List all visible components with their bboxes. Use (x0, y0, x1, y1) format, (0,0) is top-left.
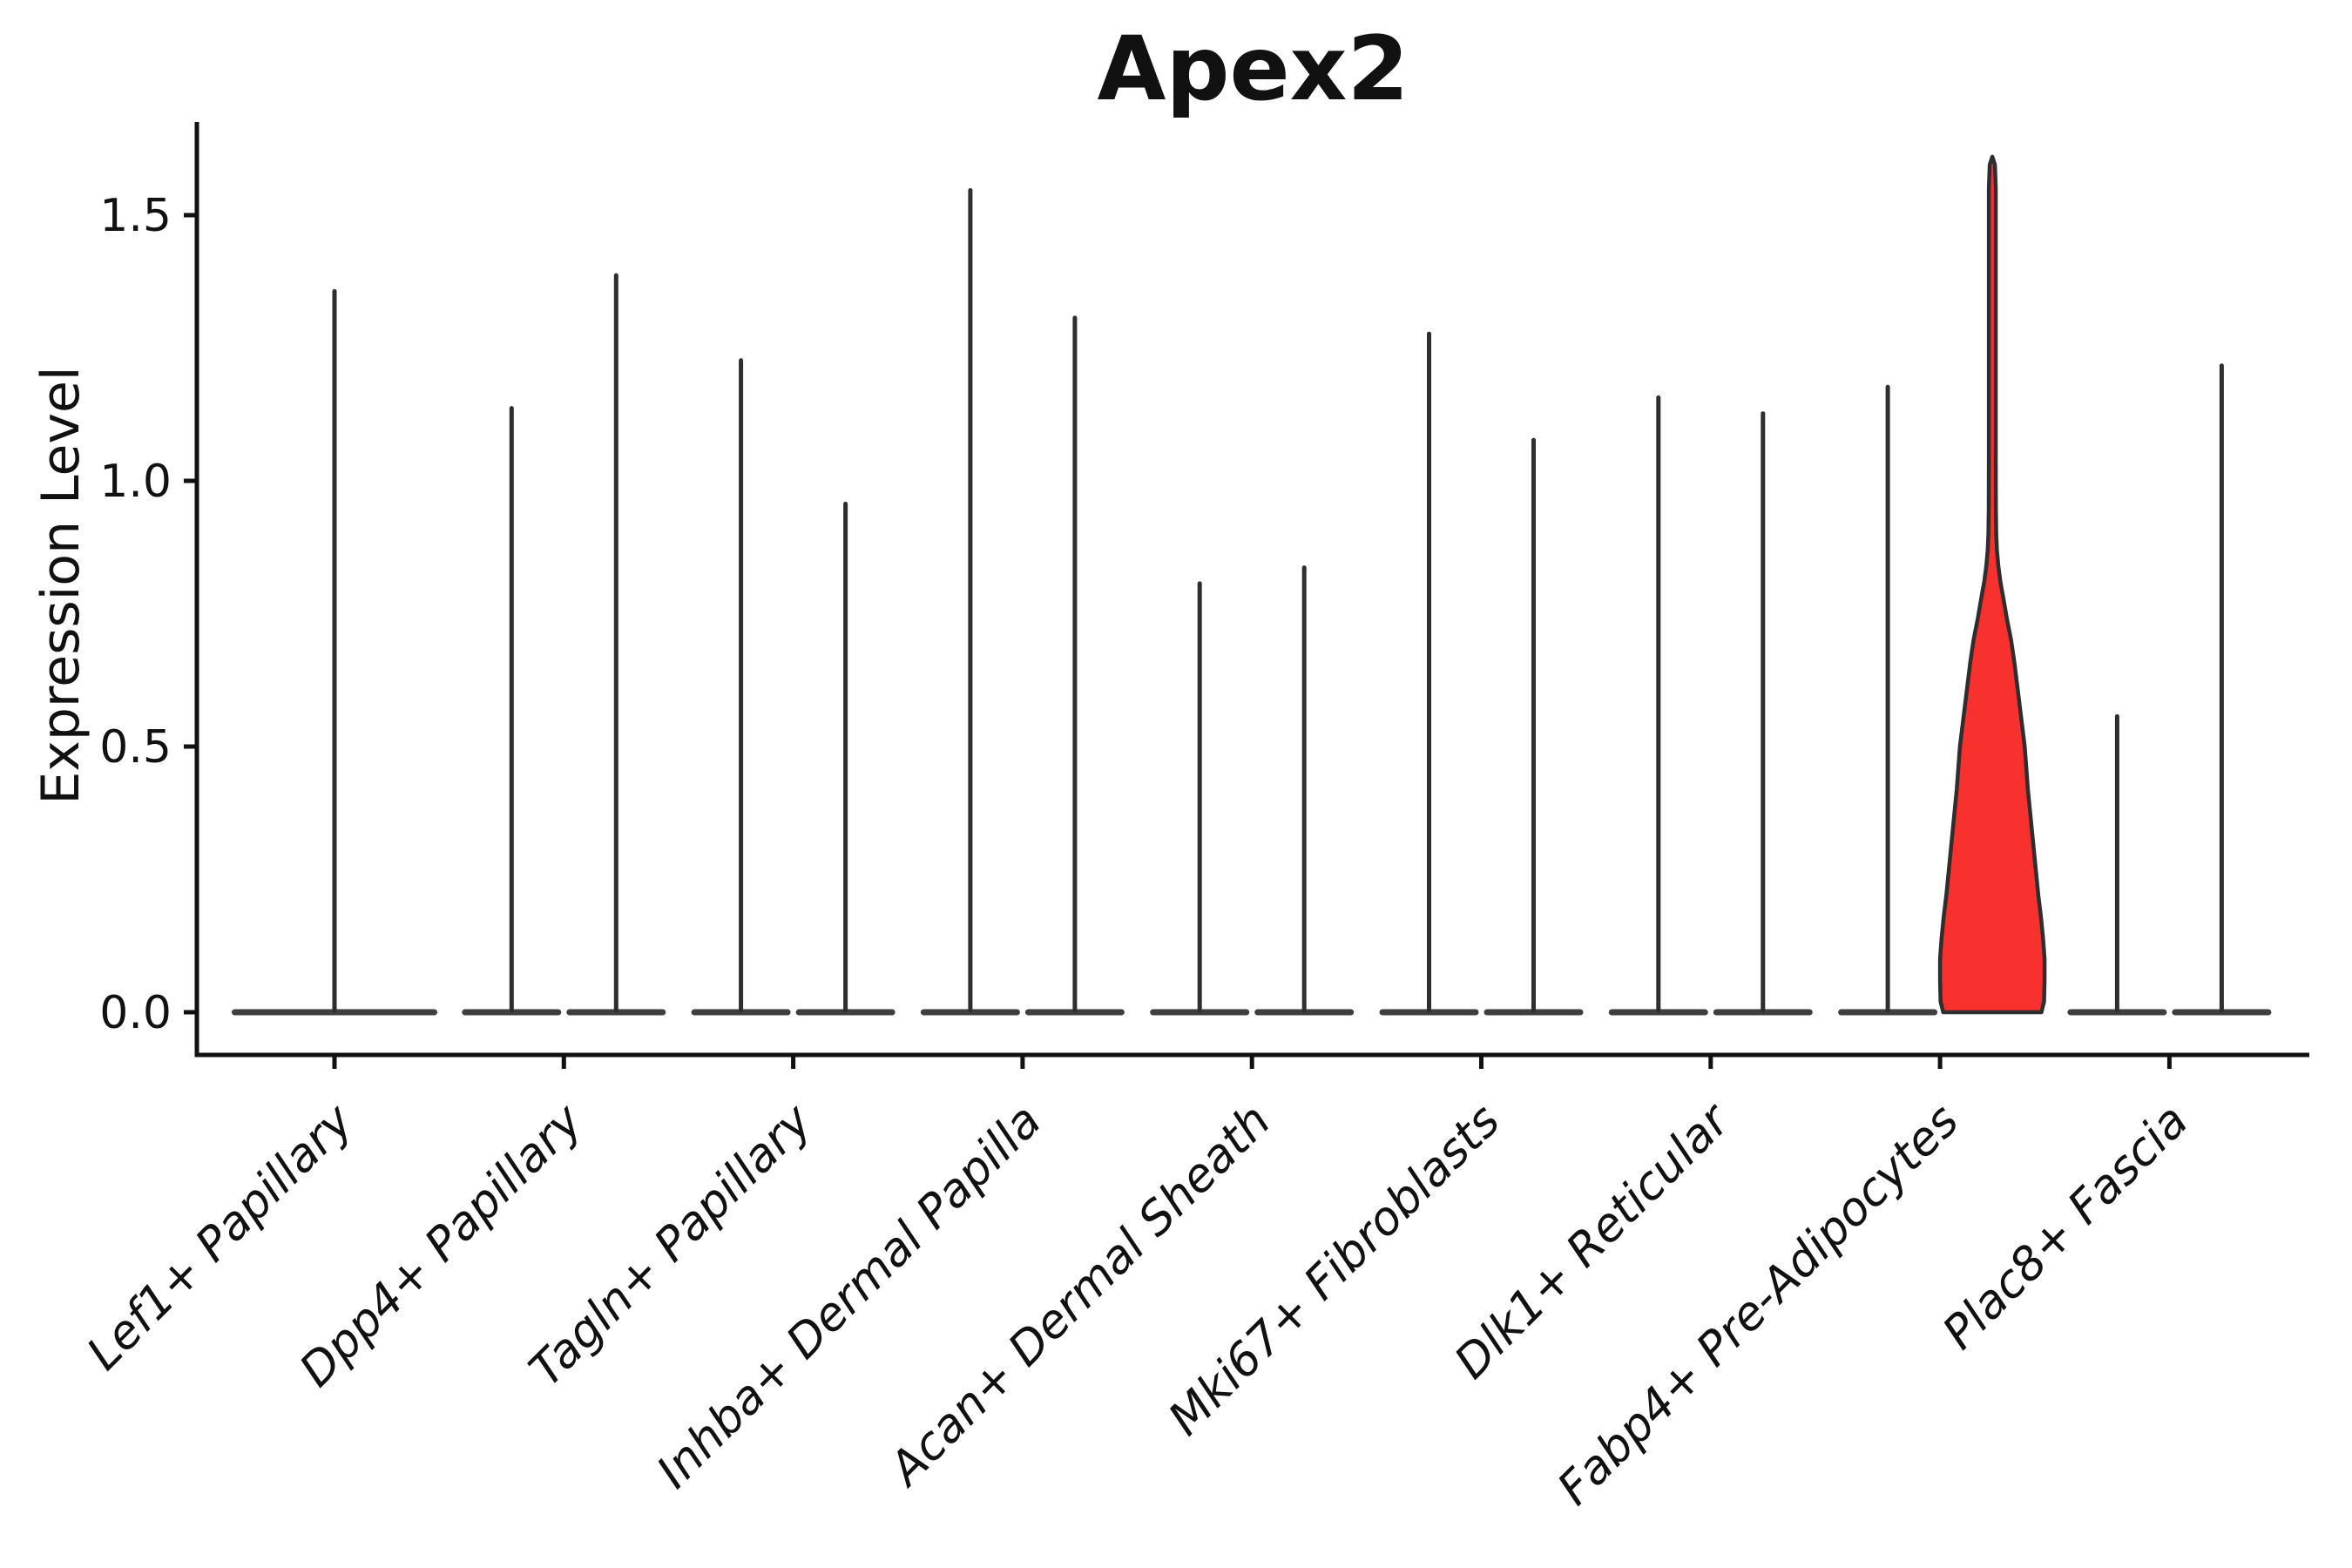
chart-title: Apex2 (1097, 17, 1409, 121)
y-tick-label: 1.5 (99, 190, 172, 242)
violin-filled (1937, 154, 2047, 1015)
x-tick-label: Fabp4+ Pre-Adipocytes (1548, 1094, 1970, 1516)
x-tick-label: Acan+ Dermal Sheath (878, 1094, 1281, 1497)
y-tick-label: 1.0 (99, 456, 172, 508)
x-tick-label: Inhba+ Dermal Papilla (647, 1094, 1051, 1498)
y-tick-label: 0.0 (99, 987, 172, 1039)
x-tick-label: Plac8+ Fascia (1933, 1094, 2199, 1360)
y-tick-label: 0.5 (99, 721, 172, 774)
